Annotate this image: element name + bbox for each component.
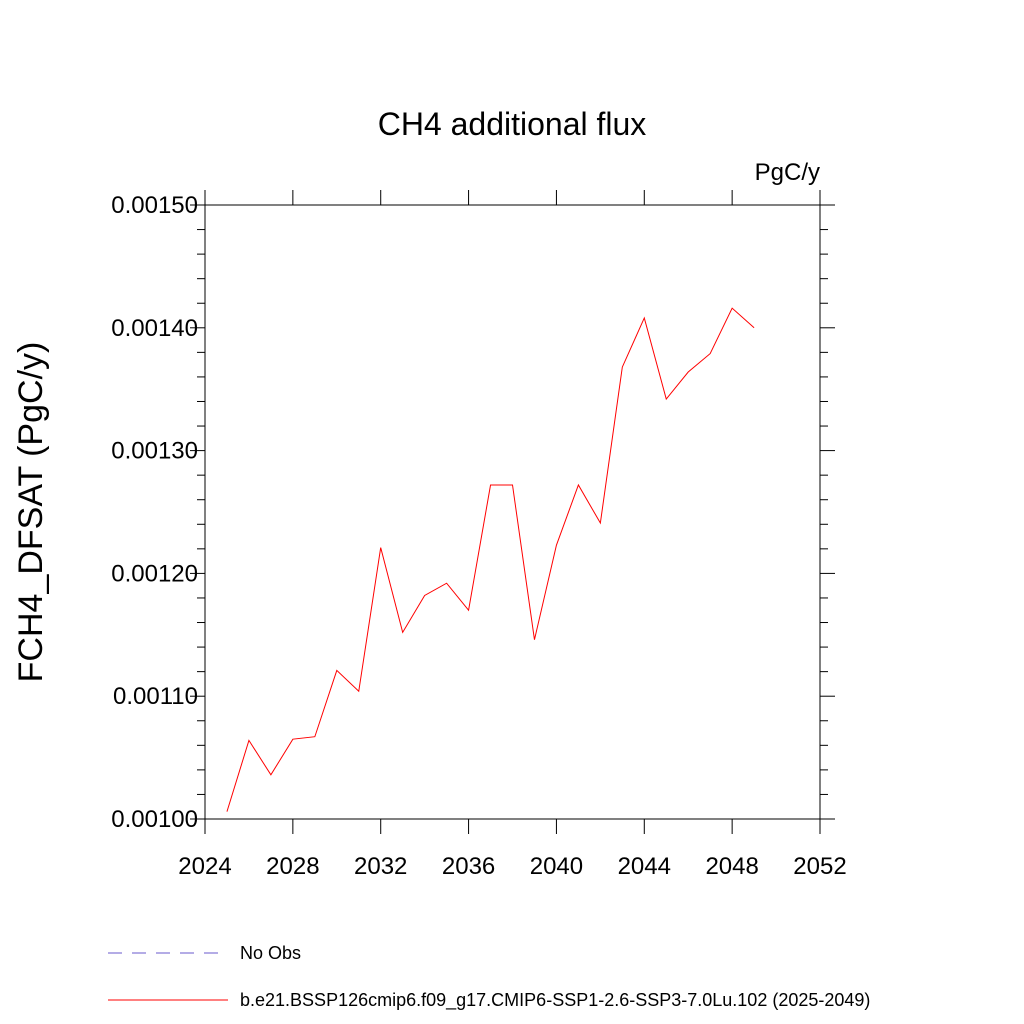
x-tick-label: 2052 (793, 853, 846, 880)
y-tick-label: 0.00110 (113, 683, 198, 710)
series-line-1 (226, 307, 755, 812)
series-layer (226, 307, 755, 812)
units-label: PgC/y (755, 159, 820, 186)
y-tick-label: 0.00150 (111, 192, 198, 219)
x-tick-label: 2048 (705, 853, 758, 880)
chart-title: CH4 additional flux (378, 106, 647, 142)
y-axis-label: FCH4_DFSAT (PgC/y) (12, 342, 50, 683)
x-tick-label: 2040 (530, 853, 583, 880)
x-tick-label: 2024 (178, 853, 231, 880)
x-tick-label: 2044 (618, 853, 671, 880)
axis-tick-labels: 0.00100 0.00110 0.00120 0.00130 0.00140 0.001… (111, 192, 846, 880)
x-tick-label: 2028 (266, 853, 319, 880)
y-tick-label: 0.00120 (111, 560, 198, 587)
legend: No Obs b.e21.BSSP126cmip6.f09_g17.CMIP6-… (108, 943, 870, 1011)
y-tick-label: 0.00140 (111, 315, 198, 342)
x-tick-label: 2032 (354, 853, 407, 880)
y-tick-label: 0.00100 (111, 806, 198, 833)
y-tick-label: 0.00130 (111, 438, 198, 465)
legend-label-no-obs: No Obs (240, 943, 301, 963)
plot-frame (204, 204, 821, 820)
legend-label-model: b.e21.BSSP126cmip6.f09_g17.CMIP6-SSP1-2.… (240, 990, 870, 1011)
axis-ticks (190, 190, 835, 834)
x-tick-label: 2036 (442, 853, 495, 880)
